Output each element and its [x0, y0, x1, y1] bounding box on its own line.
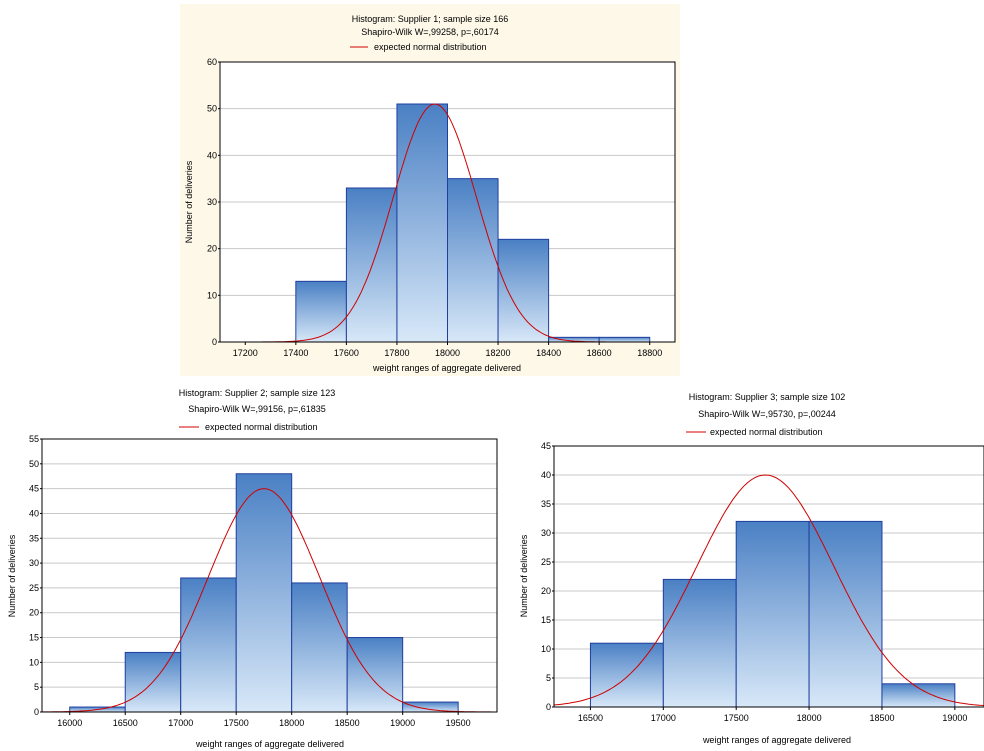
plot-area: [41, 438, 498, 713]
x-tick-label: 17600: [334, 348, 359, 358]
chart-subtitle: Shapiro-Wilk W=,95730, p=,00244: [698, 409, 836, 419]
x-axis-label: weight ranges of aggregate delivered: [702, 735, 851, 745]
y-tick-label: 20: [207, 244, 217, 254]
y-tick-label: 20: [541, 586, 551, 596]
x-tick-label: 18000: [435, 348, 460, 358]
y-tick-label: 25: [541, 557, 551, 567]
histogram-bar: [346, 637, 404, 713]
histogram-bar: [662, 578, 737, 708]
x-tick-label: 18800: [637, 348, 662, 358]
histogram-bar: [589, 642, 664, 708]
y-tick-label: 60: [207, 57, 217, 67]
plot-area: [219, 61, 676, 343]
y-tick-label: 0: [546, 702, 551, 712]
y-tick-label: 0: [212, 337, 217, 347]
x-tick-label: 18400: [536, 348, 561, 358]
histogram-panel-supplier-2: Histogram: Supplier 2; sample size 123 S…: [5, 383, 500, 751]
x-tick-label: 18200: [486, 348, 511, 358]
y-tick-label: 25: [29, 583, 39, 593]
histogram-chart-supplier-3: Histogram: Supplier 3; sample size 102 S…: [514, 390, 984, 751]
y-tick-label: 50: [207, 104, 217, 114]
x-tick-label: 18000: [279, 718, 304, 728]
x-tick-label: 17500: [724, 713, 749, 723]
y-tick-label: 30: [541, 528, 551, 538]
normal-curve: [42, 488, 497, 713]
y-tick-label: 10: [29, 657, 39, 667]
histogram-bar: [180, 577, 237, 713]
y-tick-label: 5: [546, 673, 551, 683]
y-tick-label: 0: [34, 707, 39, 717]
x-tick-label: 16500: [578, 713, 603, 723]
chart-subtitle: Shapiro-Wilk W=,99258, p=,60174: [361, 27, 499, 37]
y-tick-label: 15: [29, 633, 39, 643]
histogram-bar: [447, 178, 499, 343]
chart-subtitle: Shapiro-Wilk W=,99156, p=,61835: [188, 404, 326, 414]
histogram-bar: [808, 520, 883, 708]
histogram-panel-supplier-1: Histogram: Supplier 1; sample size 166 S…: [180, 4, 680, 376]
y-axis-label: Number of deliveries: [7, 534, 17, 617]
y-axis-label: Number of deliveries: [519, 534, 529, 617]
histogram-bar: [402, 701, 459, 713]
y-tick-label: 35: [541, 499, 551, 509]
legend-label: expected normal distribution: [205, 422, 318, 432]
histogram-bar: [598, 336, 651, 343]
y-tick-label: 10: [541, 644, 551, 654]
x-tick-label: 17400: [283, 348, 308, 358]
histogram-bar: [295, 280, 347, 343]
y-tick-label: 40: [541, 470, 551, 480]
normal-curve: [553, 474, 984, 707]
y-tick-label: 45: [29, 484, 39, 494]
y-tick-label: 5: [34, 682, 39, 692]
histogram-bar: [235, 473, 293, 713]
y-axis-label: Number of deliveries: [184, 160, 194, 243]
y-tick-label: 40: [29, 508, 39, 518]
x-axis-label: weight ranges of aggregate delivered: [195, 739, 344, 749]
y-tick-label: 35: [29, 533, 39, 543]
x-tick-label: 19500: [446, 718, 471, 728]
x-tick-label: 19000: [942, 713, 967, 723]
legend-label: expected normal distribution: [374, 42, 487, 52]
histogram-chart-supplier-1: Histogram: Supplier 1; sample size 166 S…: [180, 4, 680, 376]
chart-title: Histogram: Supplier 1; sample size 166: [352, 14, 509, 24]
x-tick-label: 17000: [168, 718, 193, 728]
histogram-panel-supplier-3: Histogram: Supplier 3; sample size 102 S…: [514, 390, 984, 751]
x-tick-label: 17000: [651, 713, 676, 723]
x-tick-label: 16500: [113, 718, 138, 728]
x-axis-label: weight ranges of aggregate delivered: [372, 363, 521, 373]
y-tick-label: 20: [29, 608, 39, 618]
x-tick-label: 17500: [224, 718, 249, 728]
histogram-bar: [291, 582, 348, 713]
x-tick-label: 17800: [384, 348, 409, 358]
histogram-bar: [396, 103, 448, 343]
chart-title: Histogram: Supplier 2; sample size 123: [179, 388, 336, 398]
y-tick-label: 45: [541, 441, 551, 451]
x-tick-label: 18500: [335, 718, 360, 728]
legend-label: expected normal distribution: [710, 427, 823, 437]
y-tick-label: 30: [207, 197, 217, 207]
x-tick-label: 19000: [390, 718, 415, 728]
y-tick-label: 15: [541, 615, 551, 625]
x-tick-label: 16000: [57, 718, 82, 728]
chart-title: Histogram: Supplier 3; sample size 102: [689, 392, 846, 402]
histogram-bar: [735, 520, 810, 708]
histogram-bar: [497, 238, 550, 343]
y-tick-label: 40: [207, 150, 217, 160]
x-tick-label: 17200: [233, 348, 258, 358]
x-tick-label: 18500: [869, 713, 894, 723]
y-tick-label: 50: [29, 459, 39, 469]
x-tick-label: 18600: [587, 348, 612, 358]
y-tick-label: 10: [207, 290, 217, 300]
histogram-chart-supplier-2: Histogram: Supplier 2; sample size 123 S…: [5, 383, 500, 751]
y-tick-label: 30: [29, 558, 39, 568]
plot-area: [553, 445, 984, 708]
y-tick-label: 55: [29, 434, 39, 444]
x-tick-label: 18000: [797, 713, 822, 723]
